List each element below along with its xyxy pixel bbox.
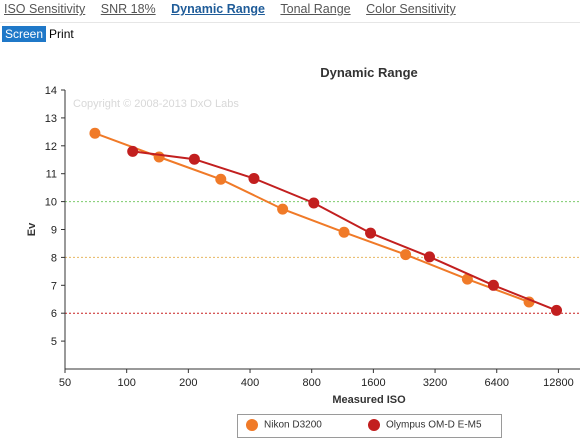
data-point-nikon-d3200 [277,203,289,215]
legend-marker-nikon [246,419,258,431]
data-point-olympus-om-d-e-m5 [127,145,139,157]
x-tick-label-400: 400 [241,377,259,389]
data-point-nikon-d3200 [215,173,227,185]
legend-label-olympus: Olympus OM-D E-M5 [386,419,482,431]
x-tick-label-200: 200 [179,377,197,389]
data-point-olympus-om-d-e-m5 [551,304,563,316]
legend-item-nikon[interactable]: Nikon D3200 [246,419,322,431]
series-line-nikon-d3200 [94,132,530,303]
legend-item-olympus[interactable]: Olympus OM-D E-M5 [368,419,482,431]
legend-label-nikon: Nikon D3200 [264,419,322,431]
data-point-olympus-om-d-e-m5 [423,251,435,263]
data-point-nikon-d3200 [461,273,473,285]
chart-watermark: Copyright © 2008-2013 DxO Labs [73,98,239,110]
y-tick-label-9: 9 [51,225,57,237]
tabs-divider [0,22,580,23]
view-toggle: Screen Print [2,26,77,42]
data-point-olympus-om-d-e-m5 [365,227,377,239]
y-tick-label-13: 13 [45,113,57,125]
tab-dynamic-range[interactable]: Dynamic Range [171,2,265,16]
x-tick-label-100: 100 [117,377,135,389]
y-tick-label-8: 8 [51,252,57,264]
data-point-nikon-d3200 [153,151,165,163]
y-tick-label-10: 10 [45,197,57,209]
chart-title: Dynamic Range [320,65,418,80]
y-axis-label: Ev [26,222,38,236]
x-tick-label-3200: 3200 [423,377,447,389]
tab-snr-18[interactable]: SNR 18% [100,2,156,16]
y-tick-label-11: 11 [46,169,57,181]
tab-tonal-range[interactable]: Tonal Range [280,2,351,16]
screen-toggle-button[interactable]: Screen [2,26,47,42]
data-point-olympus-om-d-e-m5 [188,153,200,165]
data-point-nikon-d3200 [89,127,101,139]
y-tick-label-7: 7 [51,280,57,292]
data-point-nikon-d3200 [338,226,350,238]
y-tick-label-14: 14 [45,85,57,97]
x-axis-label: Measured ISO [332,394,406,406]
tab-color-sensitivity[interactable]: Color Sensitivity [366,2,456,16]
dynamic-range-chart: Dynamic Range Copyright © 2008-2013 DxO L… [26,65,580,406]
series-line-olympus-om-d-e-m5 [132,150,557,312]
data-point-olympus-om-d-e-m5 [248,172,260,184]
print-toggle-button[interactable]: Print [49,27,74,41]
x-tick-label-12800: 12800 [543,377,574,389]
y-tick-label-6: 6 [51,308,57,320]
data-point-nikon-d3200 [400,249,412,261]
data-point-olympus-om-d-e-m5 [308,197,320,209]
x-tick-label-800: 800 [303,377,321,389]
x-tick-label-1600: 1600 [361,377,385,389]
y-tick-label-5: 5 [51,336,57,348]
data-point-olympus-om-d-e-m5 [487,279,499,291]
x-tick-label-50: 50 [59,377,71,389]
chart-tabs: ISO Sensitivity SNR 18% Dynamic Range To… [4,2,468,22]
y-tick-label-12: 12 [45,141,57,153]
x-tick-label-6400: 6400 [484,377,508,389]
chart-legend: Nikon D3200 Olympus OM-D E-M5 [237,414,502,438]
tab-iso-sensitivity[interactable]: ISO Sensitivity [4,2,86,16]
legend-marker-olympus [368,419,380,431]
